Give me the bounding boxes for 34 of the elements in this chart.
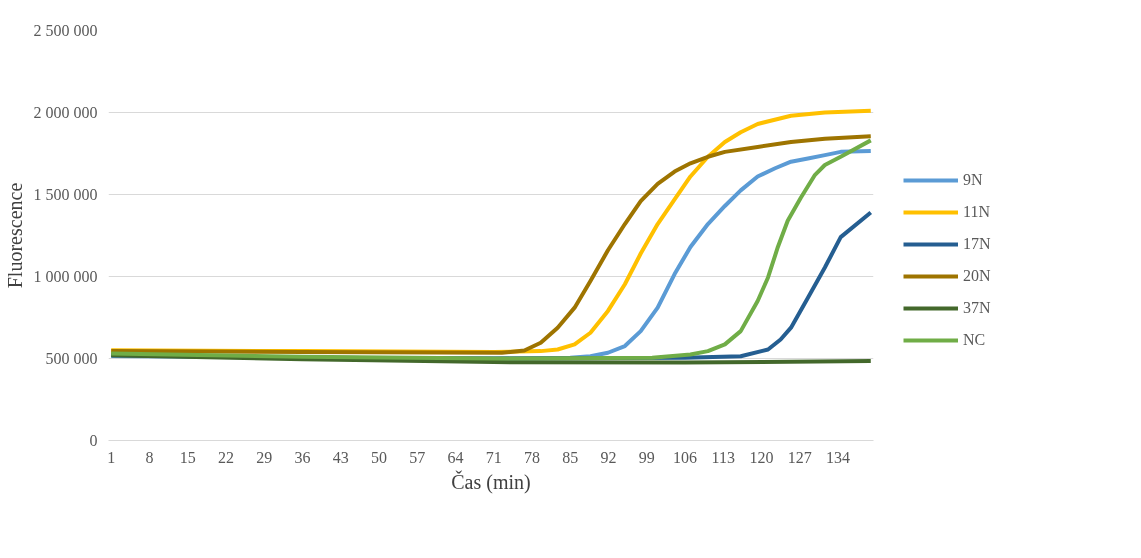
x-tick-label: 85 [562,448,579,466]
x-tick-label: 36 [294,448,311,466]
x-tick-label: 92 [600,448,617,466]
legend-label: 9N [963,171,983,189]
x-tick-label: 1 [107,448,116,466]
legend-label: 20N [963,267,991,285]
y-tick-label: 1 500 000 [33,186,98,203]
x-tick-label: 50 [370,448,387,466]
y-axis-title: Fluorescence [3,182,26,289]
x-tick-label: 57 [409,448,426,466]
y-tick-label: 2 000 000 [33,104,98,121]
x-tick-label: 113 [711,448,735,466]
x-tick-label: 99 [638,448,655,466]
x-tick-label: 106 [672,448,697,466]
legend-label: 11N [963,203,990,221]
y-tick-label: 1 000 000 [33,268,98,285]
x-tick-label: 134 [825,448,850,466]
x-tick-label: 71 [485,448,502,466]
x-axis-title: Čas (min) [451,469,531,494]
x-tick-label: 22 [217,448,234,466]
x-tick-label: 64 [447,448,464,466]
x-tick-label: 8 [145,448,154,466]
x-tick-label: 120 [749,448,774,466]
y-tick-label: 0 [89,432,98,449]
x-tick-label: 29 [256,448,273,466]
x-tick-label: 43 [332,448,349,466]
legend-label: 37N [963,299,991,317]
x-tick-label: 127 [787,448,812,466]
x-tick-label: 15 [179,448,196,466]
legend-label: 17N [963,235,991,253]
y-tick-label: 2 500 000 [33,22,98,39]
x-tick-label: 78 [523,448,540,466]
legend-label: NC [963,331,986,349]
y-tick-label: 500 000 [45,350,98,367]
